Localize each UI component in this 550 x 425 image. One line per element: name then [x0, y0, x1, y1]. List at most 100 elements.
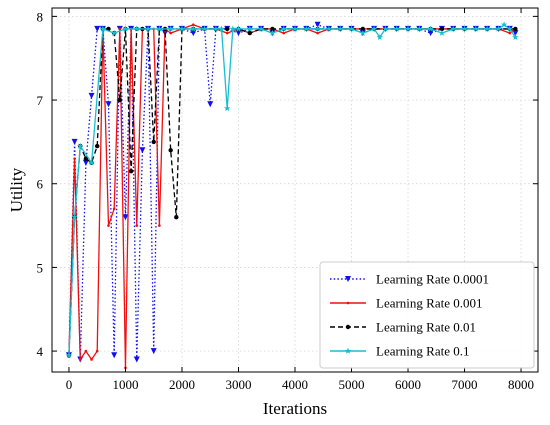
data-point: [235, 25, 242, 32]
data-point: [506, 25, 513, 32]
data-point: [376, 33, 383, 41]
legend-item: Learning Rate 0.01: [330, 320, 476, 335]
data-point: [95, 143, 100, 149]
data-point: [133, 25, 140, 32]
data-point: [139, 147, 146, 154]
data-point: [128, 168, 134, 174]
data-point: [246, 25, 254, 32]
x-tick-label: 6000: [395, 377, 421, 392]
data-point: [118, 27, 122, 31]
data-point: [439, 26, 445, 32]
series-3: [65, 21, 519, 359]
data-point: [112, 207, 116, 211]
data-point: [404, 25, 412, 32]
y-tick-label: 5: [37, 260, 44, 275]
data-point: [416, 25, 423, 32]
data-point: [117, 97, 123, 103]
legend-label: Learning Rate 0.001: [376, 296, 483, 311]
data-point: [512, 30, 519, 37]
data-point: [291, 25, 299, 32]
legend-item: Learning Rate 0.1: [330, 344, 470, 359]
x-tick-label: 7000: [452, 377, 478, 392]
legend-label: Learning Rate 0.01: [376, 320, 476, 335]
data-point: [150, 348, 157, 355]
x-tick-label: 2000: [169, 377, 195, 392]
data-point: [512, 33, 519, 41]
legend-marker: [344, 347, 352, 354]
data-point: [99, 25, 107, 32]
data-point: [110, 29, 118, 36]
data-point: [77, 142, 84, 149]
data-point: [325, 25, 333, 32]
y-axis-title: Utility: [7, 167, 26, 212]
data-point: [247, 30, 252, 36]
data-point: [168, 148, 173, 153]
data-point: [167, 25, 174, 32]
legend-box: [319, 261, 535, 369]
data-point: [427, 25, 434, 32]
data-point: [316, 31, 319, 35]
data-point: [105, 101, 112, 108]
data-point: [224, 26, 230, 32]
data-point: [218, 25, 225, 32]
data-point: [495, 25, 502, 32]
x-tick-label: 1000: [112, 377, 138, 392]
data-point: [370, 25, 378, 32]
data-point: [82, 159, 89, 166]
y-tick-label: 6: [37, 177, 44, 192]
data-point: [225, 31, 229, 35]
data-point: [88, 92, 95, 99]
data-point: [178, 25, 186, 32]
data-point: [348, 25, 355, 32]
data-point: [90, 358, 93, 361]
data-point: [84, 349, 88, 353]
data-point: [438, 29, 446, 36]
data-point: [314, 25, 321, 32]
data-point: [314, 21, 321, 28]
data-point: [191, 23, 195, 27]
y-tick-label: 7: [37, 93, 44, 108]
data-point: [190, 25, 197, 32]
data-point: [151, 139, 156, 145]
data-point: [223, 105, 231, 112]
series-line: [68, 24, 516, 356]
data-point: [158, 224, 161, 227]
x-axis-title: Iterations: [263, 399, 327, 418]
data-point: [190, 30, 197, 37]
data-point: [88, 159, 95, 166]
data-point: [382, 25, 389, 32]
data-point: [483, 25, 491, 32]
data-point: [360, 26, 366, 32]
x-tick-label: 5000: [339, 377, 365, 392]
data-point: [212, 25, 220, 32]
legend-marker: [345, 276, 351, 282]
x-tick-label: 4000: [282, 377, 308, 392]
data-point: [472, 25, 480, 32]
data-point: [229, 25, 237, 32]
y-tick-label: 8: [37, 9, 44, 24]
legend: Learning Rate 0.0001 Learning Rate 0.001 L…: [319, 261, 535, 369]
x-tick-label: 8000: [508, 377, 534, 392]
legend-label: Learning Rate 0.1: [376, 344, 470, 359]
data-point: [508, 31, 512, 35]
data-point: [280, 25, 287, 32]
data-point: [427, 30, 434, 37]
data-point: [207, 101, 214, 108]
data-point: [144, 25, 152, 32]
series-group: [65, 21, 519, 370]
data-point: [174, 214, 179, 220]
data-point: [169, 31, 172, 35]
data-point: [336, 25, 344, 32]
data-point: [461, 25, 468, 32]
data-point: [133, 356, 140, 363]
data-point: [78, 358, 82, 361]
grid: [52, 8, 538, 372]
data-point: [270, 26, 275, 32]
x-tick-label: 3000: [225, 377, 251, 392]
data-point: [71, 213, 78, 220]
data-point: [122, 25, 129, 32]
data-point: [65, 351, 73, 359]
data-point: [94, 25, 101, 32]
